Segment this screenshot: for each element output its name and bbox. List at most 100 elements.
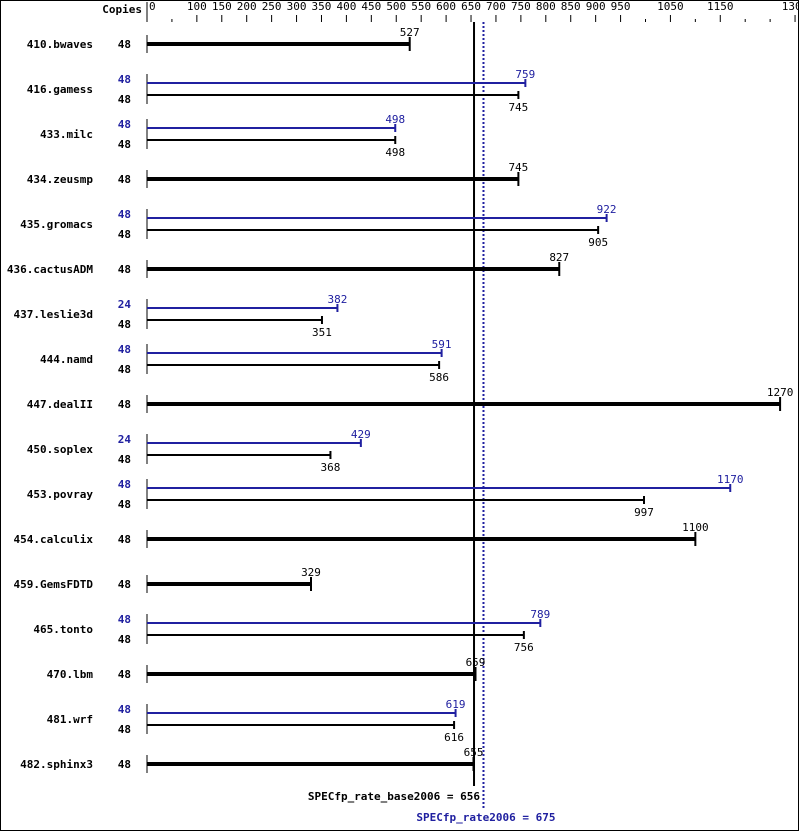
base-bar [147,94,519,96]
base-value-label: 997 [634,506,654,519]
peak-value-label: 1170 [717,473,744,486]
base-value-label: 527 [400,26,420,39]
peak-copies: 48 [118,343,131,356]
base-bar [147,672,476,676]
peak-value-label: 429 [351,428,371,441]
base-copies: 48 [118,668,131,681]
benchmark-label: 437.leslie3d [14,308,93,321]
tick-label: 250 [262,0,282,13]
base-copies: 48 [118,758,131,771]
tick-label: 0 [149,0,156,13]
base-copies: 48 [118,38,131,51]
base-bar [147,229,599,231]
peak-copies: 48 [118,478,131,491]
benchmark-label: 434.zeusmp [27,173,94,186]
benchmark-label: 416.gamess [27,83,93,96]
base-value-label: 498 [385,146,405,159]
base-bar [147,762,474,766]
peak-copies: 24 [118,298,132,311]
base-value-label: 1270 [767,386,794,399]
tick-label: 350 [312,0,332,13]
tick-label: 1050 [657,0,684,13]
peak-bar [147,442,361,444]
peak-value-label: 789 [530,608,550,621]
benchmark-label: 482.sphinx3 [20,758,93,771]
base-value-label: 329 [301,566,321,579]
benchmark-label: 436.cactusADM [7,263,93,276]
base-copies: 48 [118,138,131,151]
tick-label: 600 [436,0,456,13]
base-value-label: 905 [588,236,608,249]
tick-label: 100 [187,0,207,13]
base-bar [147,537,696,541]
peak-bar [147,127,396,129]
benchmark-label: 465.tonto [33,623,93,636]
base-bar [147,724,455,726]
benchmark-label: 435.gromacs [20,218,93,231]
base-value-label: 351 [312,326,332,339]
peak-value-label: 922 [597,203,617,216]
benchmark-label: 410.bwaves [27,38,93,51]
peak-copies: 24 [118,433,132,446]
tick-label: 150 [212,0,232,13]
base-copies: 48 [118,633,131,646]
base-value-label: 655 [464,746,484,759]
tick-label: 650 [461,0,481,13]
tick-label: 200 [237,0,257,13]
peak-copies: 48 [118,118,131,131]
peak-summary-label: SPECfp_rate2006 = 675 [416,811,555,824]
benchmark-label: 433.milc [40,128,93,141]
base-bar [147,267,560,271]
tick-label: 550 [411,0,431,13]
base-value-label: 1100 [682,521,709,534]
base-value-label: 756 [514,641,534,654]
peak-bar [147,82,526,84]
copies-header: Copies [102,3,142,16]
base-value-label: 368 [321,461,341,474]
base-bar [147,319,322,321]
tick-label: 850 [561,0,581,13]
base-bar [147,454,331,456]
tick-label: 950 [611,0,631,13]
base-value-label: 616 [444,731,464,744]
base-value-label: 586 [429,371,449,384]
peak-copies: 48 [118,208,131,221]
peak-copies: 48 [118,613,131,626]
base-summary-label: SPECfp_rate_base2006 = 656 [308,790,481,803]
peak-copies: 48 [118,703,131,716]
tick-label: 400 [336,0,356,13]
tick-label: 1300 [782,0,799,13]
benchmark-label: 453.povray [27,488,94,501]
base-bar [147,42,410,46]
base-value-label: 659 [466,656,486,669]
base-copies: 48 [118,723,131,736]
benchmark-label: 459.GemsFDTD [14,578,94,591]
base-copies: 48 [118,173,131,186]
peak-bar [147,622,541,624]
base-bar [147,499,645,501]
base-copies: 48 [118,578,131,591]
peak-copies: 48 [118,73,131,86]
base-copies: 48 [118,498,131,511]
peak-value-label: 759 [515,68,535,81]
tick-label: 450 [361,0,381,13]
peak-value-label: 498 [385,113,405,126]
tick-label: 700 [486,0,506,13]
base-copies: 48 [118,453,131,466]
base-copies: 48 [118,93,131,106]
base-copies: 48 [118,533,131,546]
peak-bar [147,712,456,714]
peak-value-label: 382 [327,293,347,306]
benchmark-label: 444.namd [40,353,93,366]
tick-label: 800 [536,0,556,13]
peak-value-label: 591 [432,338,452,351]
benchmark-label: 481.wrf [47,713,93,726]
base-value-label: 745 [508,101,528,114]
tick-label: 300 [287,0,307,13]
tick-label: 750 [511,0,531,13]
base-value-label: 827 [549,251,569,264]
base-copies: 48 [118,318,131,331]
benchmark-label: 470.lbm [47,668,94,681]
tick-label: 900 [586,0,606,13]
base-value-label: 745 [508,161,528,174]
